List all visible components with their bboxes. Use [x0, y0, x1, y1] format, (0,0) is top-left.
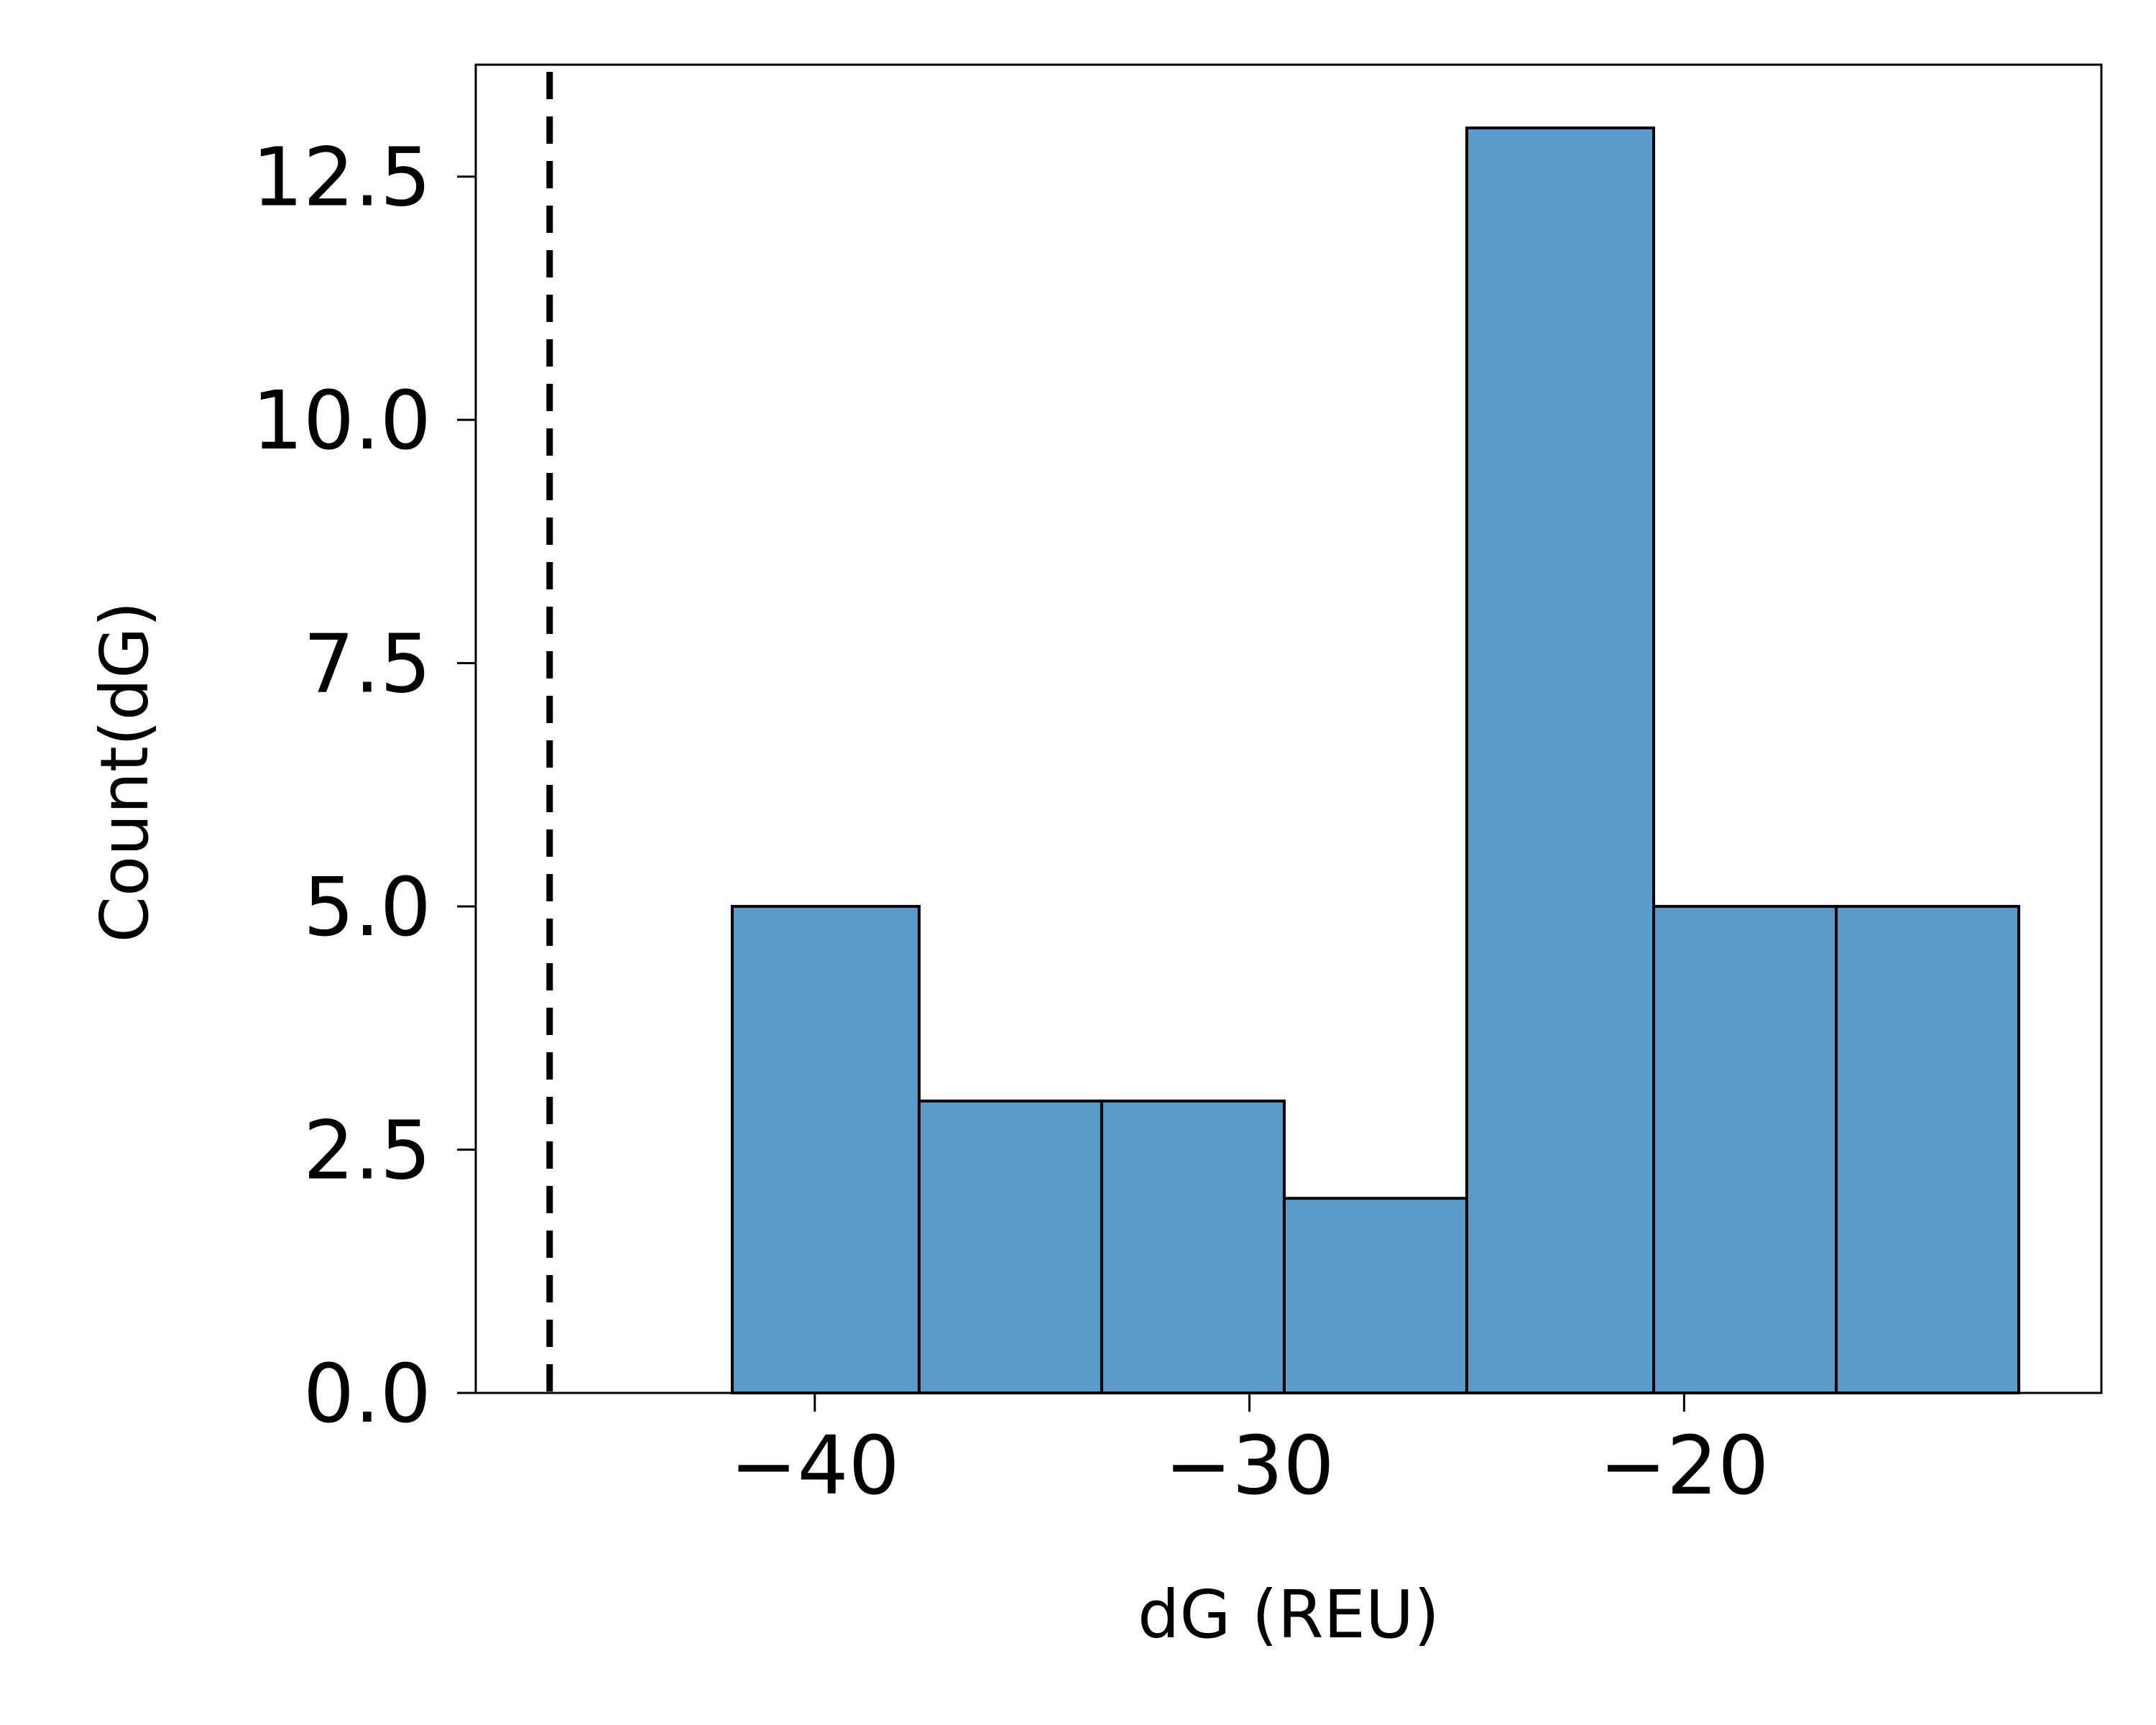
y-axis-ticks: 0.0 2.5 5.0 7.5 10.0 12.5	[252, 132, 476, 1441]
y-tick-label: 7.5	[303, 618, 431, 712]
y-axis-label: Count(dG)	[86, 602, 163, 943]
x-tick-label: −40	[730, 1420, 900, 1513]
y-tick-label: 5.0	[303, 861, 431, 954]
y-tick-label: 10.0	[252, 374, 431, 468]
x-tick-label: −20	[1599, 1420, 1769, 1513]
histogram-bar-2	[917, 1099, 1103, 1395]
x-axis-ticks: −40 −30 −20	[730, 1393, 1769, 1513]
histogram-bar-6	[1652, 905, 1838, 1394]
histogram-bar-1	[730, 905, 921, 1394]
histogram-bar-3	[1100, 1099, 1286, 1395]
y-tick-label: 12.5	[252, 132, 431, 225]
bars-group	[730, 126, 2021, 1395]
histogram-bar-5	[1465, 126, 1656, 1394]
histogram-bar-4	[1282, 1197, 1468, 1394]
axes-frame	[474, 63, 2103, 1394]
x-tick-label: −30	[1164, 1420, 1334, 1513]
y-tick-label: 2.5	[303, 1105, 431, 1198]
x-axis-label: dG (REU)	[1138, 1576, 1439, 1653]
y-tick-label: 0.0	[303, 1348, 431, 1441]
histogram-bar-7	[1835, 905, 2021, 1394]
